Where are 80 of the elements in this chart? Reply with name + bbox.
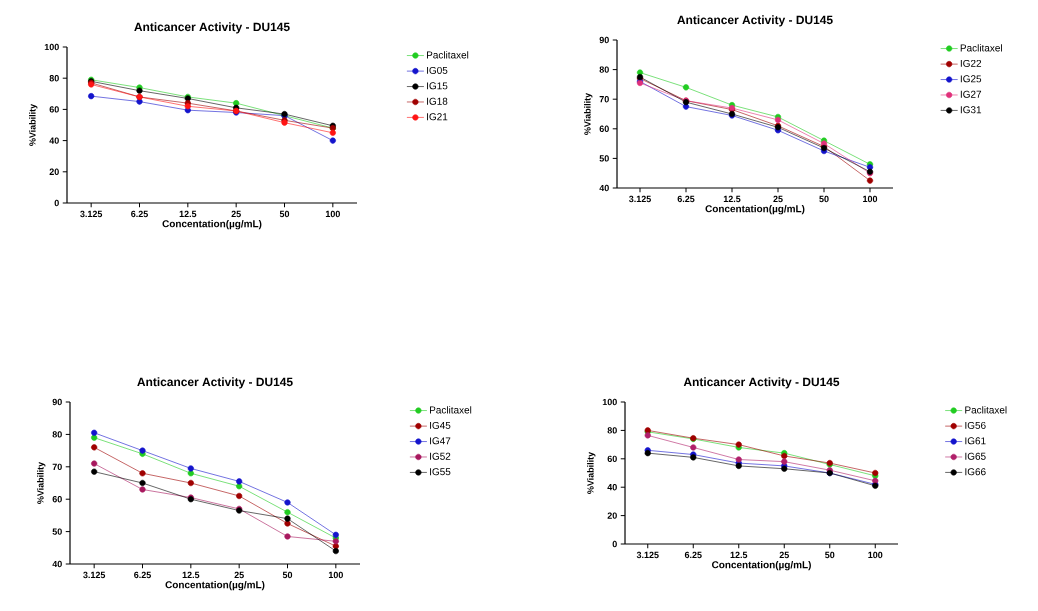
y-tick-label: 80 — [49, 75, 59, 82]
y-tick-label: 60 — [607, 455, 617, 462]
x-tick-label: 12.5 — [179, 210, 197, 218]
x-tick-label: 3.125 — [628, 195, 651, 203]
legend-label: IG05 — [427, 66, 448, 74]
y-tick-label: 90 — [52, 398, 62, 406]
legend-label: IG56 — [965, 421, 986, 429]
x-tick-label: 25 — [773, 195, 783, 203]
y-tick-label: 50 — [599, 155, 609, 162]
y-tick-label: 0 — [612, 540, 617, 548]
legend-label: IG31 — [960, 106, 982, 114]
legend-label: IG47 — [430, 437, 451, 445]
chart-title: Anticancer Activity - DU145 — [137, 377, 293, 389]
legend-label: IG65 — [965, 452, 986, 460]
y-tick-label: 80 — [607, 427, 617, 434]
chart-title: Anticancer Activity - DU145 — [677, 15, 833, 27]
y-tick-label: 40 — [607, 484, 617, 491]
y-tick-label: 60 — [49, 106, 59, 113]
x-tick-label: 3.125 — [636, 551, 659, 559]
y-tick-label: 50 — [52, 528, 62, 535]
x-tick-label: 6.25 — [131, 210, 148, 218]
y-tick-label: 60 — [52, 496, 62, 503]
x-tick-label: 6.25 — [677, 195, 695, 203]
x-tick-label: 100 — [328, 571, 343, 579]
y-tick-label: 40 — [49, 137, 59, 144]
x-axis-title: Concentation(µg/mL) — [165, 580, 265, 591]
y-tick-label: 20 — [607, 512, 617, 519]
x-tick-label: 6.25 — [684, 551, 702, 559]
legend-label: IG61 — [965, 437, 986, 445]
x-tick-label: 50 — [279, 210, 290, 218]
x-tick-label: 25 — [231, 210, 241, 218]
x-tick-label: 50 — [819, 195, 829, 203]
legend-label: Paclitaxel — [430, 406, 472, 414]
x-axis-title: Concentation(µg/mL) — [712, 560, 811, 571]
x-tick-label: 6.25 — [134, 571, 151, 579]
legend-label: IG18 — [427, 97, 448, 105]
y-tick-label: 40 — [599, 184, 609, 192]
x-tick-label: 25 — [234, 571, 244, 579]
legend-label: IG15 — [427, 82, 448, 90]
x-tick-label: 50 — [825, 551, 835, 559]
legend-label: IG52 — [430, 452, 451, 460]
x-tick-label: 100 — [868, 551, 883, 559]
y-axis-title: %Viability — [587, 451, 596, 494]
legend-label: Paclitaxel — [965, 406, 1007, 414]
y-axis-title: %Viability — [37, 461, 46, 504]
x-axis-title: Concentation(µg/mL) — [705, 204, 805, 215]
x-tick-label: 12.5 — [730, 551, 748, 559]
y-tick-label: 90 — [599, 36, 609, 44]
x-tick-label: 12.5 — [182, 571, 200, 579]
y-tick-label: 80 — [599, 66, 609, 73]
x-tick-label: 12.5 — [723, 195, 741, 203]
legend-label: IG66 — [965, 468, 986, 476]
legend-label: IG55 — [430, 468, 451, 476]
y-tick-label: 60 — [599, 125, 609, 132]
x-tick-label: 3.125 — [80, 210, 103, 218]
legend-label: IG27 — [960, 90, 982, 98]
legend-label: Paclitaxel — [427, 51, 469, 59]
y-tick-label: 100 — [44, 43, 59, 51]
x-tick-label: 100 — [325, 210, 340, 218]
y-axis-title: %Viability — [584, 92, 593, 135]
y-tick-label: 80 — [52, 431, 62, 438]
legend-label: IG25 — [960, 75, 982, 83]
x-tick-label: 50 — [282, 571, 293, 579]
x-tick-label: 25 — [779, 551, 789, 559]
y-axis-title: %Viability — [29, 103, 38, 146]
y-tick-label: 20 — [49, 168, 59, 175]
legend-label: IG21 — [427, 113, 448, 121]
y-tick-label: 70 — [52, 463, 62, 470]
chart-title: Anticancer Activity - DU145 — [134, 22, 290, 34]
legend-label: Paclitaxel — [960, 44, 1002, 52]
chart-title: Anticancer Activity - DU145 — [683, 377, 840, 389]
x-tick-label: 100 — [863, 195, 878, 203]
legend-label: IG45 — [430, 421, 451, 429]
y-tick-label: 70 — [599, 96, 609, 103]
y-tick-label: 100 — [602, 398, 617, 406]
legend-label: IG22 — [960, 59, 982, 67]
y-tick-label: 40 — [52, 560, 62, 568]
x-tick-label: 3.125 — [83, 571, 106, 579]
y-tick-label: 0 — [54, 199, 59, 207]
x-axis-title: Concentation(µg/mL) — [162, 219, 262, 230]
